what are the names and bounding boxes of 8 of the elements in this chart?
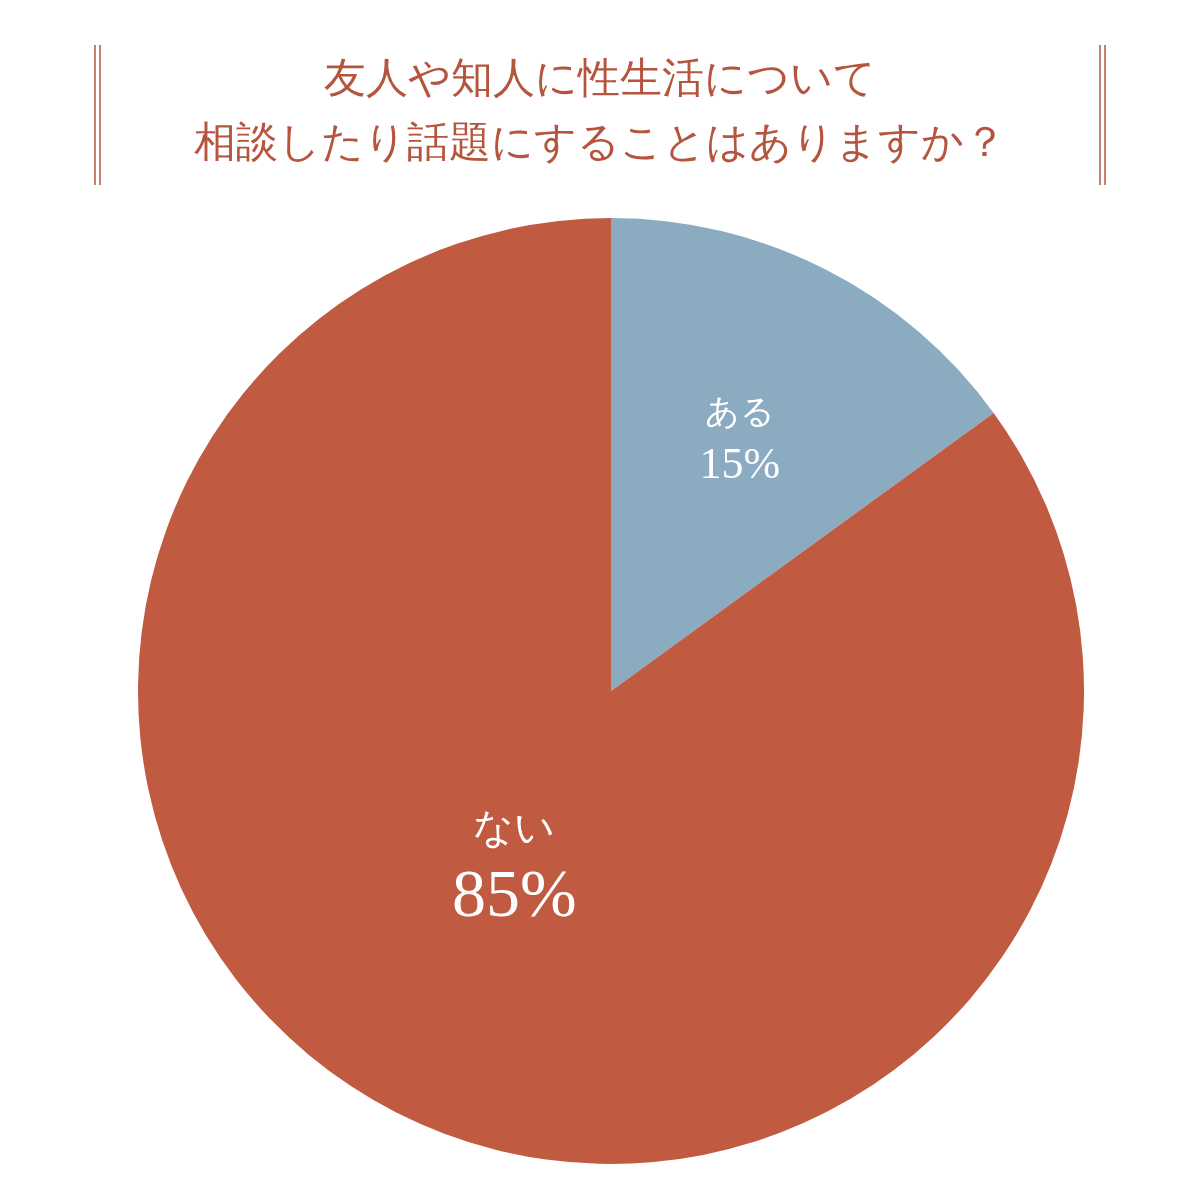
chart-title: 友人や知人に性生活について	[324, 53, 876, 102]
pie-slice	[138, 218, 1084, 1164]
slice-label: ある	[704, 391, 775, 432]
pie-slice	[611, 218, 994, 691]
chart-subtitle: 相談したり話題にすることはありますか？	[194, 117, 1006, 166]
slice-label: ない	[473, 803, 556, 850]
data-label: 85%	[452, 854, 577, 931]
data-label: 15%	[699, 439, 781, 489]
